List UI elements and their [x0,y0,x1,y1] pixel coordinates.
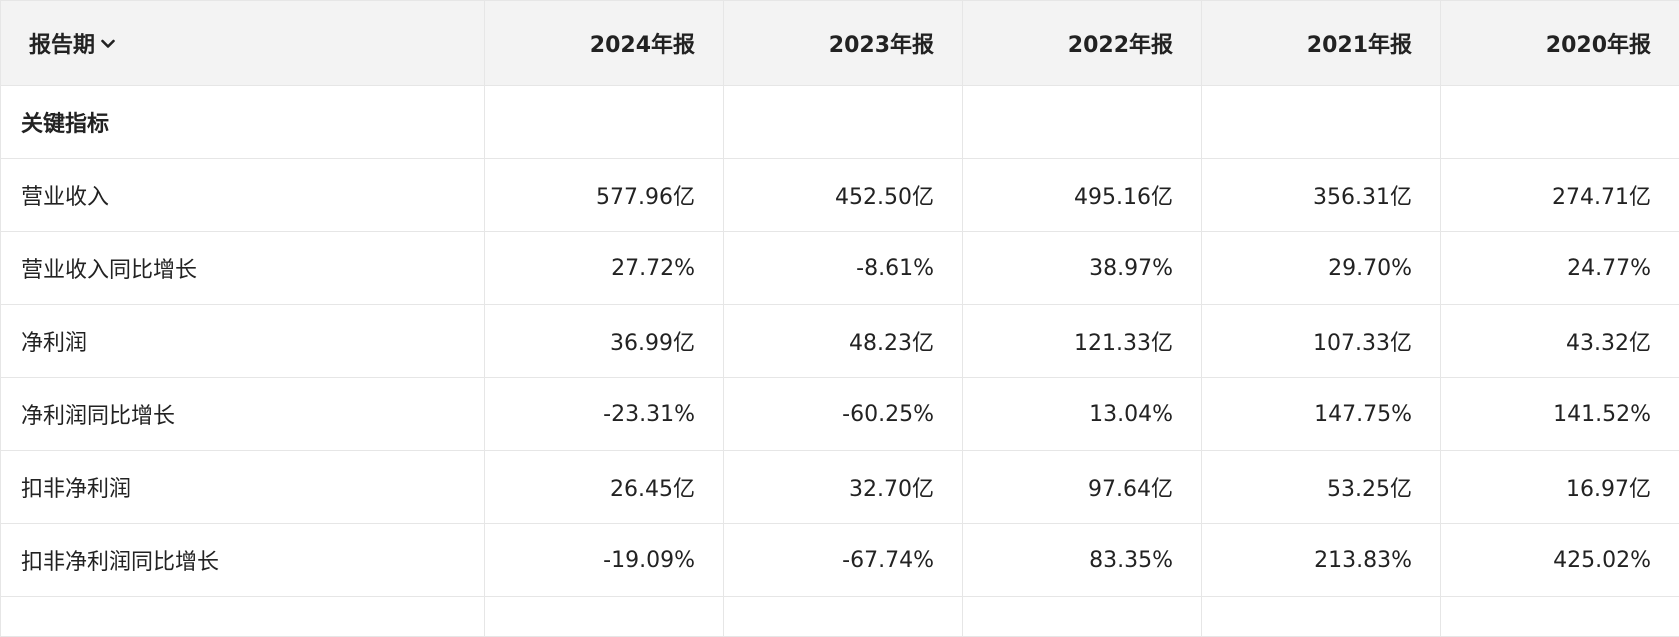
column-header-2024: 2024年报 [485,1,724,86]
table-cell: 425.02% [1441,524,1679,597]
table-cell: -19.09% [485,524,724,597]
table-cell: 48.23亿 [724,305,963,378]
table-cell [1,597,485,637]
table-cell: 452.50亿 [724,159,963,232]
table-cell: 13.04% [963,378,1202,451]
row-label: 扣非净利润 [1,451,485,524]
table-cell [724,597,963,637]
column-header-2022: 2022年报 [963,1,1202,86]
section-title: 关键指标 [1,86,485,159]
table-cell [485,86,724,159]
table-cell: 577.96亿 [485,159,724,232]
table-cell: -23.31% [485,378,724,451]
table-row-deducted-net-profit-yoy: 扣非净利润同比增长 -19.09% -67.74% 83.35% 213.83%… [1,524,1679,597]
chevron-down-icon [101,39,115,49]
table-row-deducted-net-profit: 扣非净利润 26.45亿 32.70亿 97.64亿 53.25亿 16.97亿 [1,451,1679,524]
table-cell [1202,597,1441,637]
table-cell [485,597,724,637]
report-period-label: 报告期 [29,27,95,59]
table-cell [1202,86,1441,159]
table-cell: 356.31亿 [1202,159,1441,232]
table-cell [724,86,963,159]
report-period-header[interactable]: 报告期 [1,1,485,86]
table-cell: 24.77% [1441,232,1679,305]
column-header-2021: 2021年报 [1202,1,1441,86]
table-cell: 274.71亿 [1441,159,1679,232]
table-cell: 16.97亿 [1441,451,1679,524]
table-cell: 53.25亿 [1202,451,1441,524]
table-row-revenue-yoy: 营业收入同比增长 27.72% -8.61% 38.97% 29.70% 24.… [1,232,1679,305]
table-cell: 97.64亿 [963,451,1202,524]
table-cell: -60.25% [724,378,963,451]
row-label: 净利润 [1,305,485,378]
table-cell [963,86,1202,159]
report-period-selector[interactable]: 报告期 [29,27,115,59]
table-cell: 29.70% [1202,232,1441,305]
row-label: 营业收入同比增长 [1,232,485,305]
table-cell: 495.16亿 [963,159,1202,232]
table-cell [1441,86,1679,159]
table-cell: 121.33亿 [963,305,1202,378]
table-cell: 83.35% [963,524,1202,597]
table-cell: 141.52% [1441,378,1679,451]
table-cell: 32.70亿 [724,451,963,524]
table-cell: 26.45亿 [485,451,724,524]
table-cell: 27.72% [485,232,724,305]
table-cell: 43.32亿 [1441,305,1679,378]
table-cell [963,597,1202,637]
column-header-2023: 2023年报 [724,1,963,86]
row-label: 扣非净利润同比增长 [1,524,485,597]
table-cell: 107.33亿 [1202,305,1441,378]
table-cell [1441,597,1679,637]
row-label: 净利润同比增长 [1,378,485,451]
table-row-net-profit-yoy: 净利润同比增长 -23.31% -60.25% 13.04% 147.75% 1… [1,378,1679,451]
table-row-net-profit: 净利润 36.99亿 48.23亿 121.33亿 107.33亿 43.32亿 [1,305,1679,378]
section-row-key-indicators: 关键指标 [1,86,1679,159]
table-cell: 147.75% [1202,378,1441,451]
table-cell: 38.97% [963,232,1202,305]
table-row-partial [1,597,1679,637]
table-row-revenue: 营业收入 577.96亿 452.50亿 495.16亿 356.31亿 274… [1,159,1679,232]
table-cell: -8.61% [724,232,963,305]
row-label: 营业收入 [1,159,485,232]
table-header-row: 报告期 2024年报 2023年报 2022年报 2021年报 2020年报 [1,1,1679,86]
table-cell: 213.83% [1202,524,1441,597]
table-cell: 36.99亿 [485,305,724,378]
column-header-2020: 2020年报 [1441,1,1679,86]
table-cell: -67.74% [724,524,963,597]
